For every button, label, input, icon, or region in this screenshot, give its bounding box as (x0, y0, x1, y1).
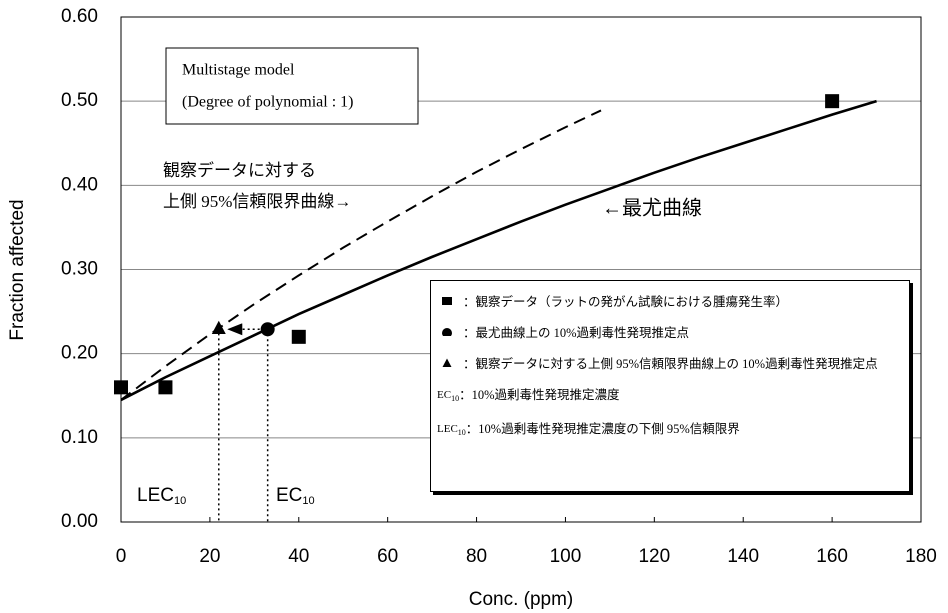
marker-square (114, 380, 128, 395)
y-tick-label: 0.00 (61, 511, 98, 532)
x-tick-label: 20 (199, 546, 220, 567)
point-label: EC10 (276, 485, 315, 507)
x-tick-label: 100 (550, 546, 582, 567)
legend-key: LEC10 (437, 414, 466, 448)
legend-symbol (442, 328, 452, 336)
legend-item: ：最尤曲線上の 10%過剰毒性発現推定点 (437, 318, 903, 349)
x-tick-label: 80 (466, 546, 487, 567)
legend-item: ：観察データに対する上側 95%信頼限界曲線上の 10%過剰毒性発現推定点 (437, 349, 903, 380)
legend-key-sub: 10 (457, 428, 466, 438)
marker-square (291, 329, 306, 344)
plot-frame (120, 16, 922, 523)
x-tick-label: 160 (816, 546, 848, 567)
x-tick-label: 140 (727, 546, 759, 567)
legend-note: EC10 ：10%過剰毒性発現推定濃度 (437, 380, 903, 414)
x-tick-label: 60 (377, 546, 398, 567)
x-axis-title: Conc. (ppm) (469, 589, 574, 610)
legend: ：観察データ（ラットの発がん試験における腫瘍発生率） ：最尤曲線上の 10%過剰毒… (430, 280, 910, 492)
legend-symbol (442, 358, 452, 367)
legend-key-text: EC (437, 389, 452, 401)
dashed-curve (120, 109, 602, 401)
annotation: ←最尤曲線 (602, 197, 702, 220)
annotation: 上側 95%信頼限界曲線→ (163, 192, 351, 211)
y-tick-label: 0.30 (61, 259, 98, 280)
model-box-text: (Degree of polynomial : 1) (182, 94, 354, 111)
point-label-text: LEC (137, 485, 174, 506)
legend-label: ：10%過剰毒性発現推定濃度の下側 95%信頼限界 (465, 422, 740, 437)
model-box-text: Multistage model (182, 62, 295, 79)
legend-note: LEC10 ：10%過剰毒性発現推定濃度の下側 95%信頼限界 (437, 414, 903, 448)
x-tick-label: 40 (288, 546, 309, 567)
legend-key-text: LEC (437, 423, 458, 436)
y-tick-label: 0.10 (61, 427, 98, 448)
marker-square (825, 94, 840, 109)
legend-item: ：観察データ（ラットの発がん試験における腫瘍発生率） (437, 287, 903, 318)
x-tick-label: 180 (905, 546, 937, 567)
marker-circle (260, 322, 275, 337)
legend-label: ：観察データに対する上側 95%信頼限界曲線上の 10%過剰毒性発現推定点 (463, 357, 878, 371)
point-label-sub: 10 (302, 495, 314, 507)
marker-square (158, 380, 173, 395)
curve (120, 99, 877, 402)
marker-circle (442, 328, 452, 336)
marker-triangle (442, 358, 452, 367)
legend-label: ：最尤曲線上の 10%過剰毒性発現推定点 (463, 326, 690, 340)
y-tick-label: 0.50 (61, 90, 98, 111)
y-tick-label: 0.60 (61, 6, 98, 27)
point-label-text: EC (276, 485, 302, 506)
legend-label: ：観察データ（ラットの発がん試験における腫瘍発生率） (463, 295, 789, 309)
legend-label: ：10%過剰毒性発現推定濃度 (459, 388, 620, 402)
legend-key: EC10 (437, 380, 459, 414)
annotation: 観察データに対する (163, 160, 316, 180)
x-tick-label: 0 (116, 546, 127, 567)
point-label: LEC10 (137, 485, 186, 507)
y-tick-label: 0.40 (61, 174, 98, 195)
x-tick-label: 120 (638, 546, 670, 567)
y-tick-label: 0.20 (61, 343, 98, 364)
y-axis-title: Fraction affected (7, 199, 28, 340)
legend-key-sub: 10 (451, 394, 460, 404)
model-box (165, 47, 419, 125)
marker-square (442, 297, 452, 305)
legend-symbol (442, 297, 452, 305)
point-label-sub: 10 (174, 495, 186, 507)
marker-triangle (211, 320, 226, 335)
